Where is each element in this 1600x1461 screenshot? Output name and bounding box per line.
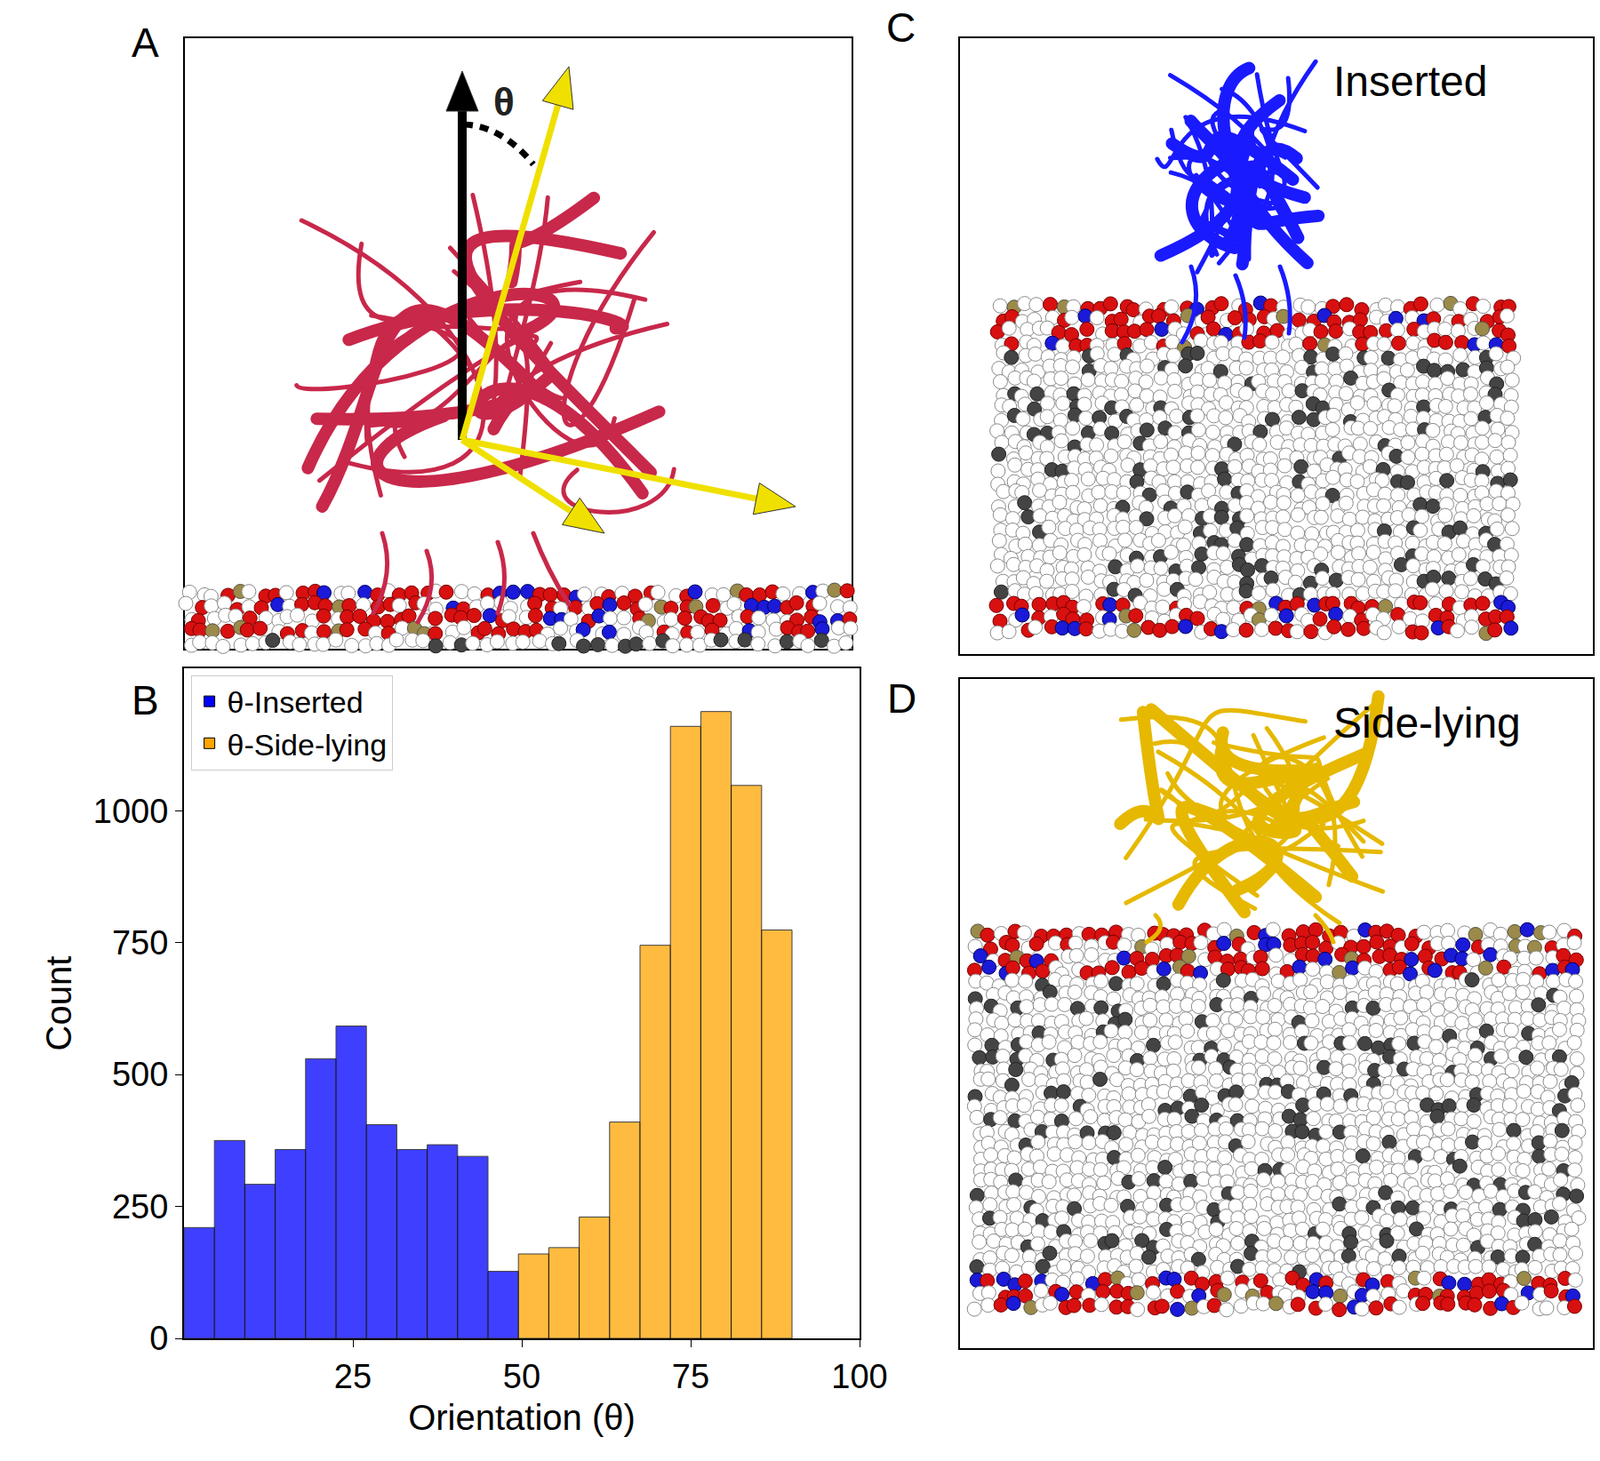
svg-text:75: 75 (672, 1358, 710, 1396)
svg-text:θ: θ (493, 80, 515, 124)
svg-text:50: 50 (503, 1358, 541, 1396)
svg-text:1000: 1000 (93, 792, 169, 831)
svg-text:Count: Count (39, 956, 79, 1052)
svg-text:θ-Side-lying: θ-Side-lying (227, 728, 388, 762)
svg-text:750: 750 (112, 924, 168, 962)
svg-text:100: 100 (831, 1358, 888, 1396)
svg-text:θ-Inserted: θ-Inserted (227, 685, 364, 720)
svg-text:500: 500 (112, 1056, 168, 1094)
svg-text:250: 250 (112, 1188, 168, 1226)
svg-text:Orientation (θ): Orientation (θ) (408, 1398, 636, 1438)
html-text:B: B (131, 677, 159, 724)
html-text:A: A (131, 19, 159, 66)
html-text:C: C (886, 4, 916, 51)
svg-text:Inserted: Inserted (1333, 57, 1488, 105)
svg-text:0: 0 (149, 1320, 168, 1358)
html-text:D: D (887, 675, 917, 722)
svg-text:25: 25 (334, 1358, 372, 1396)
svg-text:Side-lying: Side-lying (1333, 699, 1521, 747)
